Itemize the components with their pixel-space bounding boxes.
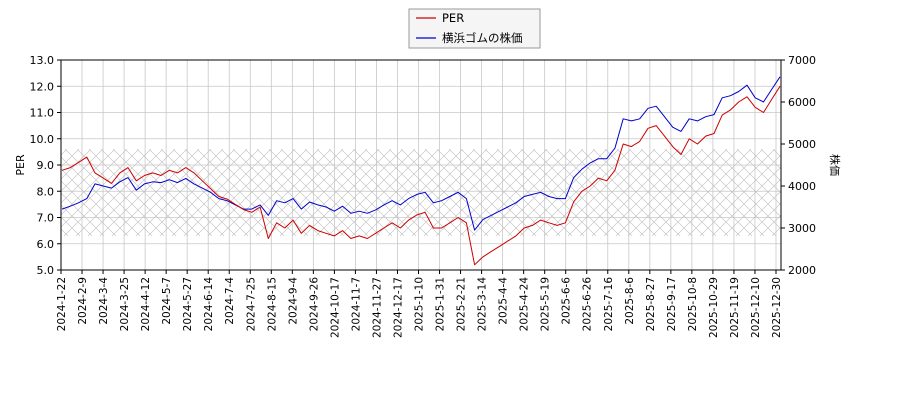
x-tick-label: 2024-1-22 bbox=[56, 277, 68, 331]
left-tick-label: 10.0 bbox=[30, 133, 55, 146]
right-tick-label: 2000 bbox=[788, 264, 816, 277]
legend: PER 横浜ゴムの株価 bbox=[408, 8, 541, 49]
legend-box bbox=[408, 8, 541, 49]
x-tick-label: 2025-6-26 bbox=[582, 277, 594, 332]
right-tick-label: 3000 bbox=[788, 222, 816, 235]
x-tick-label: 2025-3-14 bbox=[477, 277, 489, 332]
x-tick-label: 2024-9-26 bbox=[308, 277, 320, 332]
hatched-band bbox=[61, 149, 781, 236]
x-tick-label: 2024-3-25 bbox=[119, 277, 131, 331]
x-tick-label: 2025-6-6 bbox=[561, 277, 573, 325]
x-tick-label: 2024-2-9 bbox=[77, 277, 89, 325]
left-y-axis: 5.0 6.0 7.0 8.0 9.0 10.0 11.0 12.0 13.0 bbox=[30, 54, 61, 277]
series-line-per bbox=[61, 86, 781, 266]
x-tick-label: 2025-4-4 bbox=[498, 277, 510, 325]
x-tick-label: 2025-9-17 bbox=[666, 277, 678, 331]
x-tick-label: 2025-1-31 bbox=[435, 277, 447, 331]
x-tick-label: 2024-7-25 bbox=[245, 277, 257, 331]
x-axis: 2024-1-22 2024-2-9 2024-3-4 2024-3-25 2024-4… bbox=[56, 270, 783, 338]
left-tick-label: 6.0 bbox=[37, 238, 55, 251]
legend-label-stock-price: 横浜ゴムの株価 bbox=[442, 31, 523, 45]
x-tick-label: 2025-2-21 bbox=[456, 277, 468, 331]
x-tick-label: 2025-5-19 bbox=[540, 277, 552, 331]
left-tick-label: 11.0 bbox=[30, 107, 55, 120]
x-tick-label: 2025-8-27 bbox=[645, 277, 657, 331]
left-tick-label: 7.0 bbox=[37, 212, 55, 225]
legend-label-per: PER bbox=[442, 11, 464, 25]
x-tick-label: 2024-4-12 bbox=[140, 277, 152, 331]
x-tick-label: 2024-12-17 bbox=[392, 277, 404, 338]
x-tick-label: 2024-11-27 bbox=[371, 277, 383, 338]
x-tick-label: 2024-8-15 bbox=[266, 277, 278, 331]
left-axis-label: PER bbox=[14, 154, 27, 176]
right-tick-label: 4000 bbox=[788, 180, 816, 193]
right-axis-label: 株価 bbox=[828, 154, 842, 176]
x-tick-label: 2025-1-10 bbox=[414, 277, 426, 331]
right-tick-label: 5000 bbox=[788, 138, 816, 151]
right-tick-label: 6000 bbox=[788, 96, 816, 109]
left-tick-label: 13.0 bbox=[30, 54, 55, 67]
x-tick-label: 2024-3-4 bbox=[98, 277, 110, 325]
x-tick-label: 2024-11-7 bbox=[350, 277, 362, 331]
x-tick-label: 2025-11-19 bbox=[729, 277, 741, 338]
left-tick-label: 8.0 bbox=[37, 185, 55, 198]
x-tick-label: 2025-10-29 bbox=[708, 277, 720, 338]
x-tick-label: 2025-12-30 bbox=[771, 277, 783, 338]
right-y-axis: 2000 3000 4000 5000 6000 7000 bbox=[781, 54, 816, 277]
left-tick-label: 9.0 bbox=[37, 159, 55, 172]
x-tick-label: 2025-10-8 bbox=[687, 277, 699, 331]
series-line-stock-price bbox=[61, 76, 781, 231]
series-layer bbox=[61, 76, 781, 266]
right-tick-label: 7000 bbox=[788, 54, 816, 67]
left-tick-label: 5.0 bbox=[37, 264, 55, 277]
x-tick-label: 2024-5-7 bbox=[161, 277, 173, 325]
x-tick-label: 2024-6-14 bbox=[203, 277, 215, 332]
x-tick-label: 2024-10-17 bbox=[329, 277, 341, 338]
x-tick-label: 2025-8-6 bbox=[624, 277, 636, 325]
x-tick-label: 2025-4-24 bbox=[519, 277, 531, 332]
x-tick-label: 2025-7-16 bbox=[603, 277, 615, 332]
left-tick-label: 12.0 bbox=[30, 80, 55, 93]
x-tick-label: 2025-12-10 bbox=[750, 277, 762, 338]
x-tick-label: 2024-7-4 bbox=[224, 277, 236, 325]
x-tick-label: 2024-9-4 bbox=[287, 277, 299, 325]
x-tick-label: 2024-5-27 bbox=[182, 277, 194, 331]
